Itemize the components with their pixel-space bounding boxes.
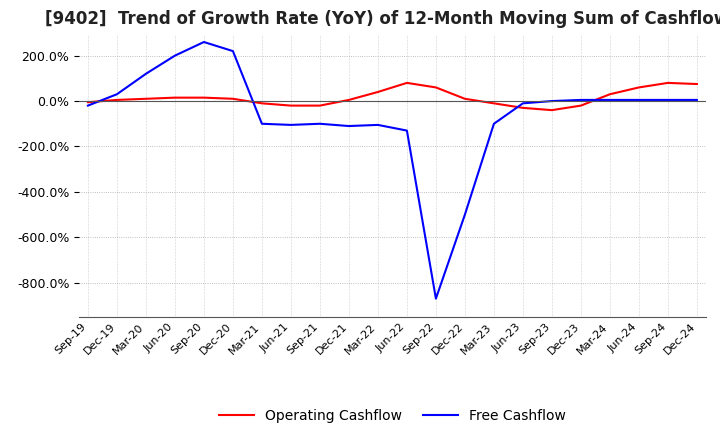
Operating Cashflow [84,99,92,105]
Operating Cashflow [199,95,208,100]
Operating Cashflow [228,96,237,102]
Free Cashflow [258,121,266,126]
Free Cashflow [402,128,411,133]
Line: Free Cashflow: Free Cashflow [88,42,697,299]
Free Cashflow [548,99,557,104]
Operating Cashflow [258,101,266,106]
Free Cashflow [112,92,121,97]
Operating Cashflow [287,103,295,108]
Free Cashflow [634,97,643,103]
Operating Cashflow [634,85,643,90]
Legend: Operating Cashflow, Free Cashflow: Operating Cashflow, Free Cashflow [214,403,571,428]
Operating Cashflow [345,97,354,103]
Operating Cashflow [374,89,382,95]
Operating Cashflow [606,92,614,97]
Free Cashflow [315,121,324,126]
Free Cashflow [461,212,469,217]
Free Cashflow [199,39,208,44]
Free Cashflow [693,97,701,103]
Free Cashflow [577,97,585,103]
Operating Cashflow [142,96,150,102]
Operating Cashflow [315,103,324,108]
Operating Cashflow [664,80,672,85]
Free Cashflow [345,123,354,128]
Operating Cashflow [693,81,701,87]
Line: Operating Cashflow: Operating Cashflow [88,83,697,110]
Free Cashflow [228,48,237,54]
Operating Cashflow [490,101,498,106]
Operating Cashflow [431,85,440,90]
Operating Cashflow [402,80,411,85]
Title: [9402]  Trend of Growth Rate (YoY) of 12-Month Moving Sum of Cashflows: [9402] Trend of Growth Rate (YoY) of 12-… [45,10,720,28]
Free Cashflow [431,296,440,301]
Operating Cashflow [112,97,121,103]
Free Cashflow [490,121,498,126]
Operating Cashflow [518,105,527,110]
Free Cashflow [606,97,614,103]
Free Cashflow [374,122,382,128]
Free Cashflow [664,97,672,103]
Operating Cashflow [461,96,469,102]
Operating Cashflow [548,107,557,113]
Operating Cashflow [171,95,179,100]
Free Cashflow [171,53,179,58]
Operating Cashflow [577,103,585,108]
Free Cashflow [287,122,295,128]
Free Cashflow [84,103,92,108]
Free Cashflow [142,71,150,77]
Free Cashflow [518,101,527,106]
